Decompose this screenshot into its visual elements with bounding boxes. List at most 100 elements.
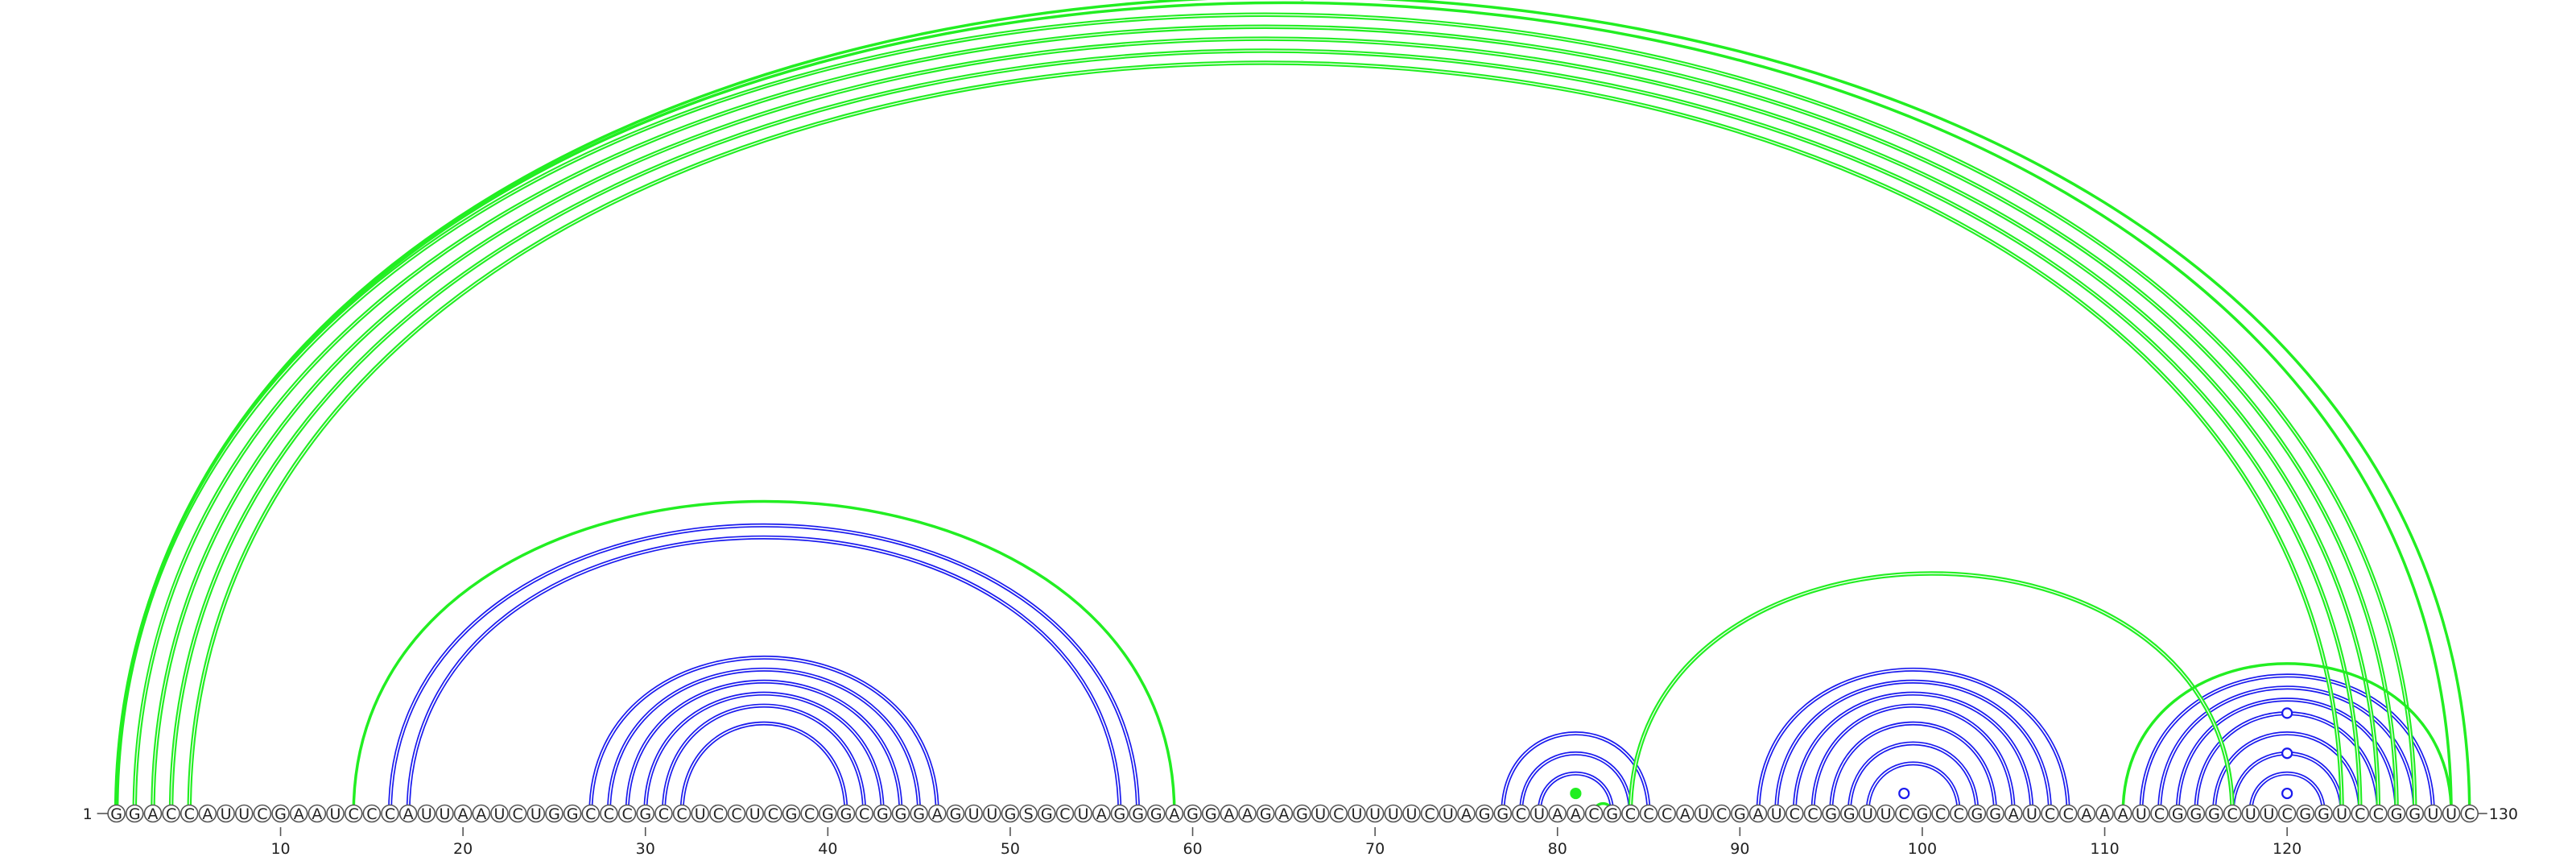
nucleotide-letter: C (676, 805, 687, 823)
nucleotide-letter: G (840, 805, 852, 823)
nucleotide-letter: G (2409, 805, 2421, 823)
nucleotide-circle (289, 804, 308, 823)
nucleotide-circle (2296, 804, 2315, 823)
tick-label: 50 (1001, 840, 1020, 857)
base-pair-arc-gap (2213, 732, 2361, 814)
nucleotide-letter: C (1643, 805, 1653, 823)
alt-pair-arc-gap (152, 38, 2380, 814)
nucleotide-letter: G (1479, 805, 1491, 823)
alt-pair-arc (114, 1, 2453, 814)
nucleotide-letter: A (1242, 805, 1253, 823)
nucleotide-letter: C (2227, 805, 2238, 823)
nucleotide-circle (198, 804, 217, 823)
nucleotide-circle (1220, 804, 1239, 823)
nucleotide-circle (308, 804, 327, 823)
nucleotide-circle (709, 804, 728, 823)
nucleotide-letter: G (2190, 805, 2202, 823)
base-pair-arc-gap (1538, 772, 1613, 814)
nucleotide-letter: G (1917, 805, 1929, 823)
nucleotide-letter: U (1880, 805, 1892, 823)
nucleotide-letter: G (639, 805, 651, 823)
nucleotide-circle (1055, 804, 1075, 823)
nucleotide-circle (836, 804, 856, 823)
nucleotide-circle (581, 804, 601, 823)
nucleotide-circle (1311, 804, 1330, 823)
nucleotide-letter: G (1496, 805, 1509, 823)
nucleotide-letter: C (166, 805, 176, 823)
nucleotide-letter: A (1552, 805, 1563, 823)
base-pair-arc-gap (2250, 772, 2325, 814)
nucleotide-letter: A (1278, 805, 1289, 823)
nucleotide-letter: U (1388, 805, 1399, 823)
nucleotide-letter: U (986, 805, 997, 823)
alt-pair-arc-gap (188, 62, 2343, 814)
nucleotide-letter: G (877, 805, 889, 823)
nucleotide-letter: U (2427, 805, 2438, 823)
nucleotide-circle (1457, 804, 1476, 823)
nucleotide-circle (1019, 804, 1038, 823)
alt-pair-arc (168, 48, 2363, 814)
nucleotide-circle (217, 804, 235, 823)
nucleotide-circle (982, 804, 1001, 823)
nucleotide-circle (1548, 804, 1567, 823)
nucleotide-letter: U (1771, 805, 1782, 823)
nucleotide-circle (362, 804, 382, 823)
nucleotide-letter: C (713, 805, 724, 823)
nucleotide-letter: G (110, 805, 122, 823)
nucleotide-circle (617, 804, 637, 823)
nucleotide-letter: G (1132, 805, 1144, 823)
nucleotide-circle (1913, 804, 1932, 823)
nucleotide-letter: U (1406, 805, 1417, 823)
nucleotide-letter: C (804, 805, 815, 823)
nucleotide-letter: U (238, 805, 250, 823)
nucleotide-circle (253, 804, 272, 823)
nucleotide-circle (2277, 804, 2297, 823)
nucleotide-circle (2168, 804, 2187, 823)
nucleotide-letter: C (2281, 805, 2292, 823)
nucleotide-circle (1329, 804, 1348, 823)
nucleotide-letter: U (2026, 805, 2037, 823)
nucleotide-letter: C (768, 805, 778, 823)
nucleotide-letter: C (366, 805, 377, 823)
alt-pair-arc (114, 12, 2417, 814)
tick-label: 80 (1548, 840, 1567, 857)
nucleotide-circle (1238, 804, 1257, 823)
nucleotide-letter: C (658, 805, 669, 823)
base-pair-arc (1774, 679, 2053, 814)
nucleotide-letter: U (1698, 805, 1709, 823)
nucleotide-letter: G (895, 805, 907, 823)
nucleotide-letter: C (1333, 805, 1344, 823)
nucleotide-letter: U (695, 805, 706, 823)
nucleotide-letter: U (2245, 805, 2256, 823)
nucleotide-circle (453, 804, 473, 823)
apex-marker (2281, 707, 2293, 719)
base-pair-arc-gap (1812, 705, 2015, 814)
nucleotide-letter: C (512, 805, 522, 823)
nucleotide-circle (2223, 804, 2242, 823)
nucleotide-letter: G (1260, 805, 1272, 823)
nucleotide-letter: G (2318, 805, 2330, 823)
nucleotide-circle (1092, 804, 1111, 823)
nucleotide-circle (526, 804, 546, 823)
base-pair-arc (679, 721, 848, 814)
nucleotide-circle (2314, 804, 2333, 823)
nucleotide-circle (1037, 804, 1056, 823)
alt-pair-arc (132, 24, 2399, 814)
nucleotide-circle (1420, 804, 1439, 823)
nucleotide-letter: G (548, 805, 560, 823)
apex-marker (2281, 787, 2293, 800)
nucleotide-circle (1439, 804, 1458, 823)
nucleotide-letter: C (731, 805, 741, 823)
nucleotide-circle (1603, 804, 1622, 823)
start-label: 1 (83, 805, 93, 823)
nucleotide-letter: U (1369, 805, 1381, 823)
nucleotide-circle (1584, 804, 1604, 823)
nucleotide-letter: A (2081, 805, 2091, 823)
nucleotide-circle (2132, 804, 2151, 823)
nucleotide-circle (436, 804, 454, 823)
nucleotide-circle (490, 804, 509, 823)
nucleotide-circle (1274, 804, 1294, 823)
nucleotide-letter: G (2208, 805, 2220, 823)
nucleotide-circle (2113, 804, 2132, 823)
